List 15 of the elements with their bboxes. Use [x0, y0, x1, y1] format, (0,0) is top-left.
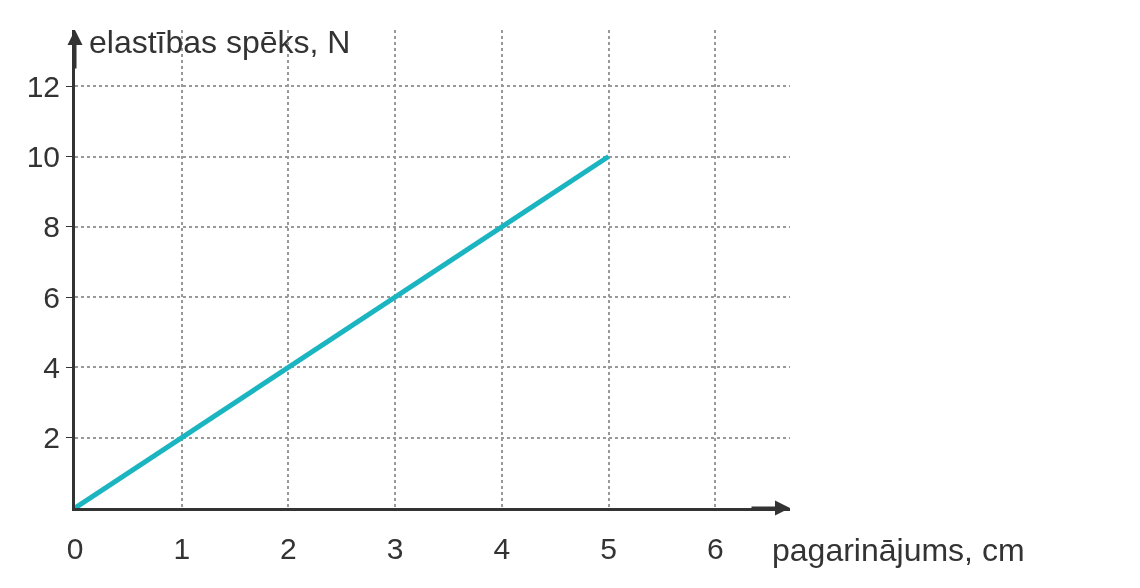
- x-tick-label: 2: [280, 532, 297, 565]
- x-tick-label: 3: [386, 532, 404, 565]
- x-axis-title: pagarinājums, cm: [772, 532, 1025, 568]
- y-tick-label: 4: [43, 350, 60, 384]
- y-tick-label: 12: [26, 69, 60, 103]
- x-tick-label: 4: [493, 532, 511, 565]
- y-tick-label: 2: [43, 421, 60, 455]
- x-tick-label: 5: [600, 532, 617, 565]
- y-tick-label: 10: [26, 140, 60, 174]
- y-tick-label: 6: [43, 280, 60, 314]
- x-tick-label: 1: [173, 532, 191, 565]
- x-tick-label: 6: [706, 532, 724, 565]
- y-axis-title: elastības spēks, N: [89, 24, 351, 60]
- y-tick-label: 8: [43, 210, 60, 244]
- x-tick-label: 0: [66, 532, 84, 565]
